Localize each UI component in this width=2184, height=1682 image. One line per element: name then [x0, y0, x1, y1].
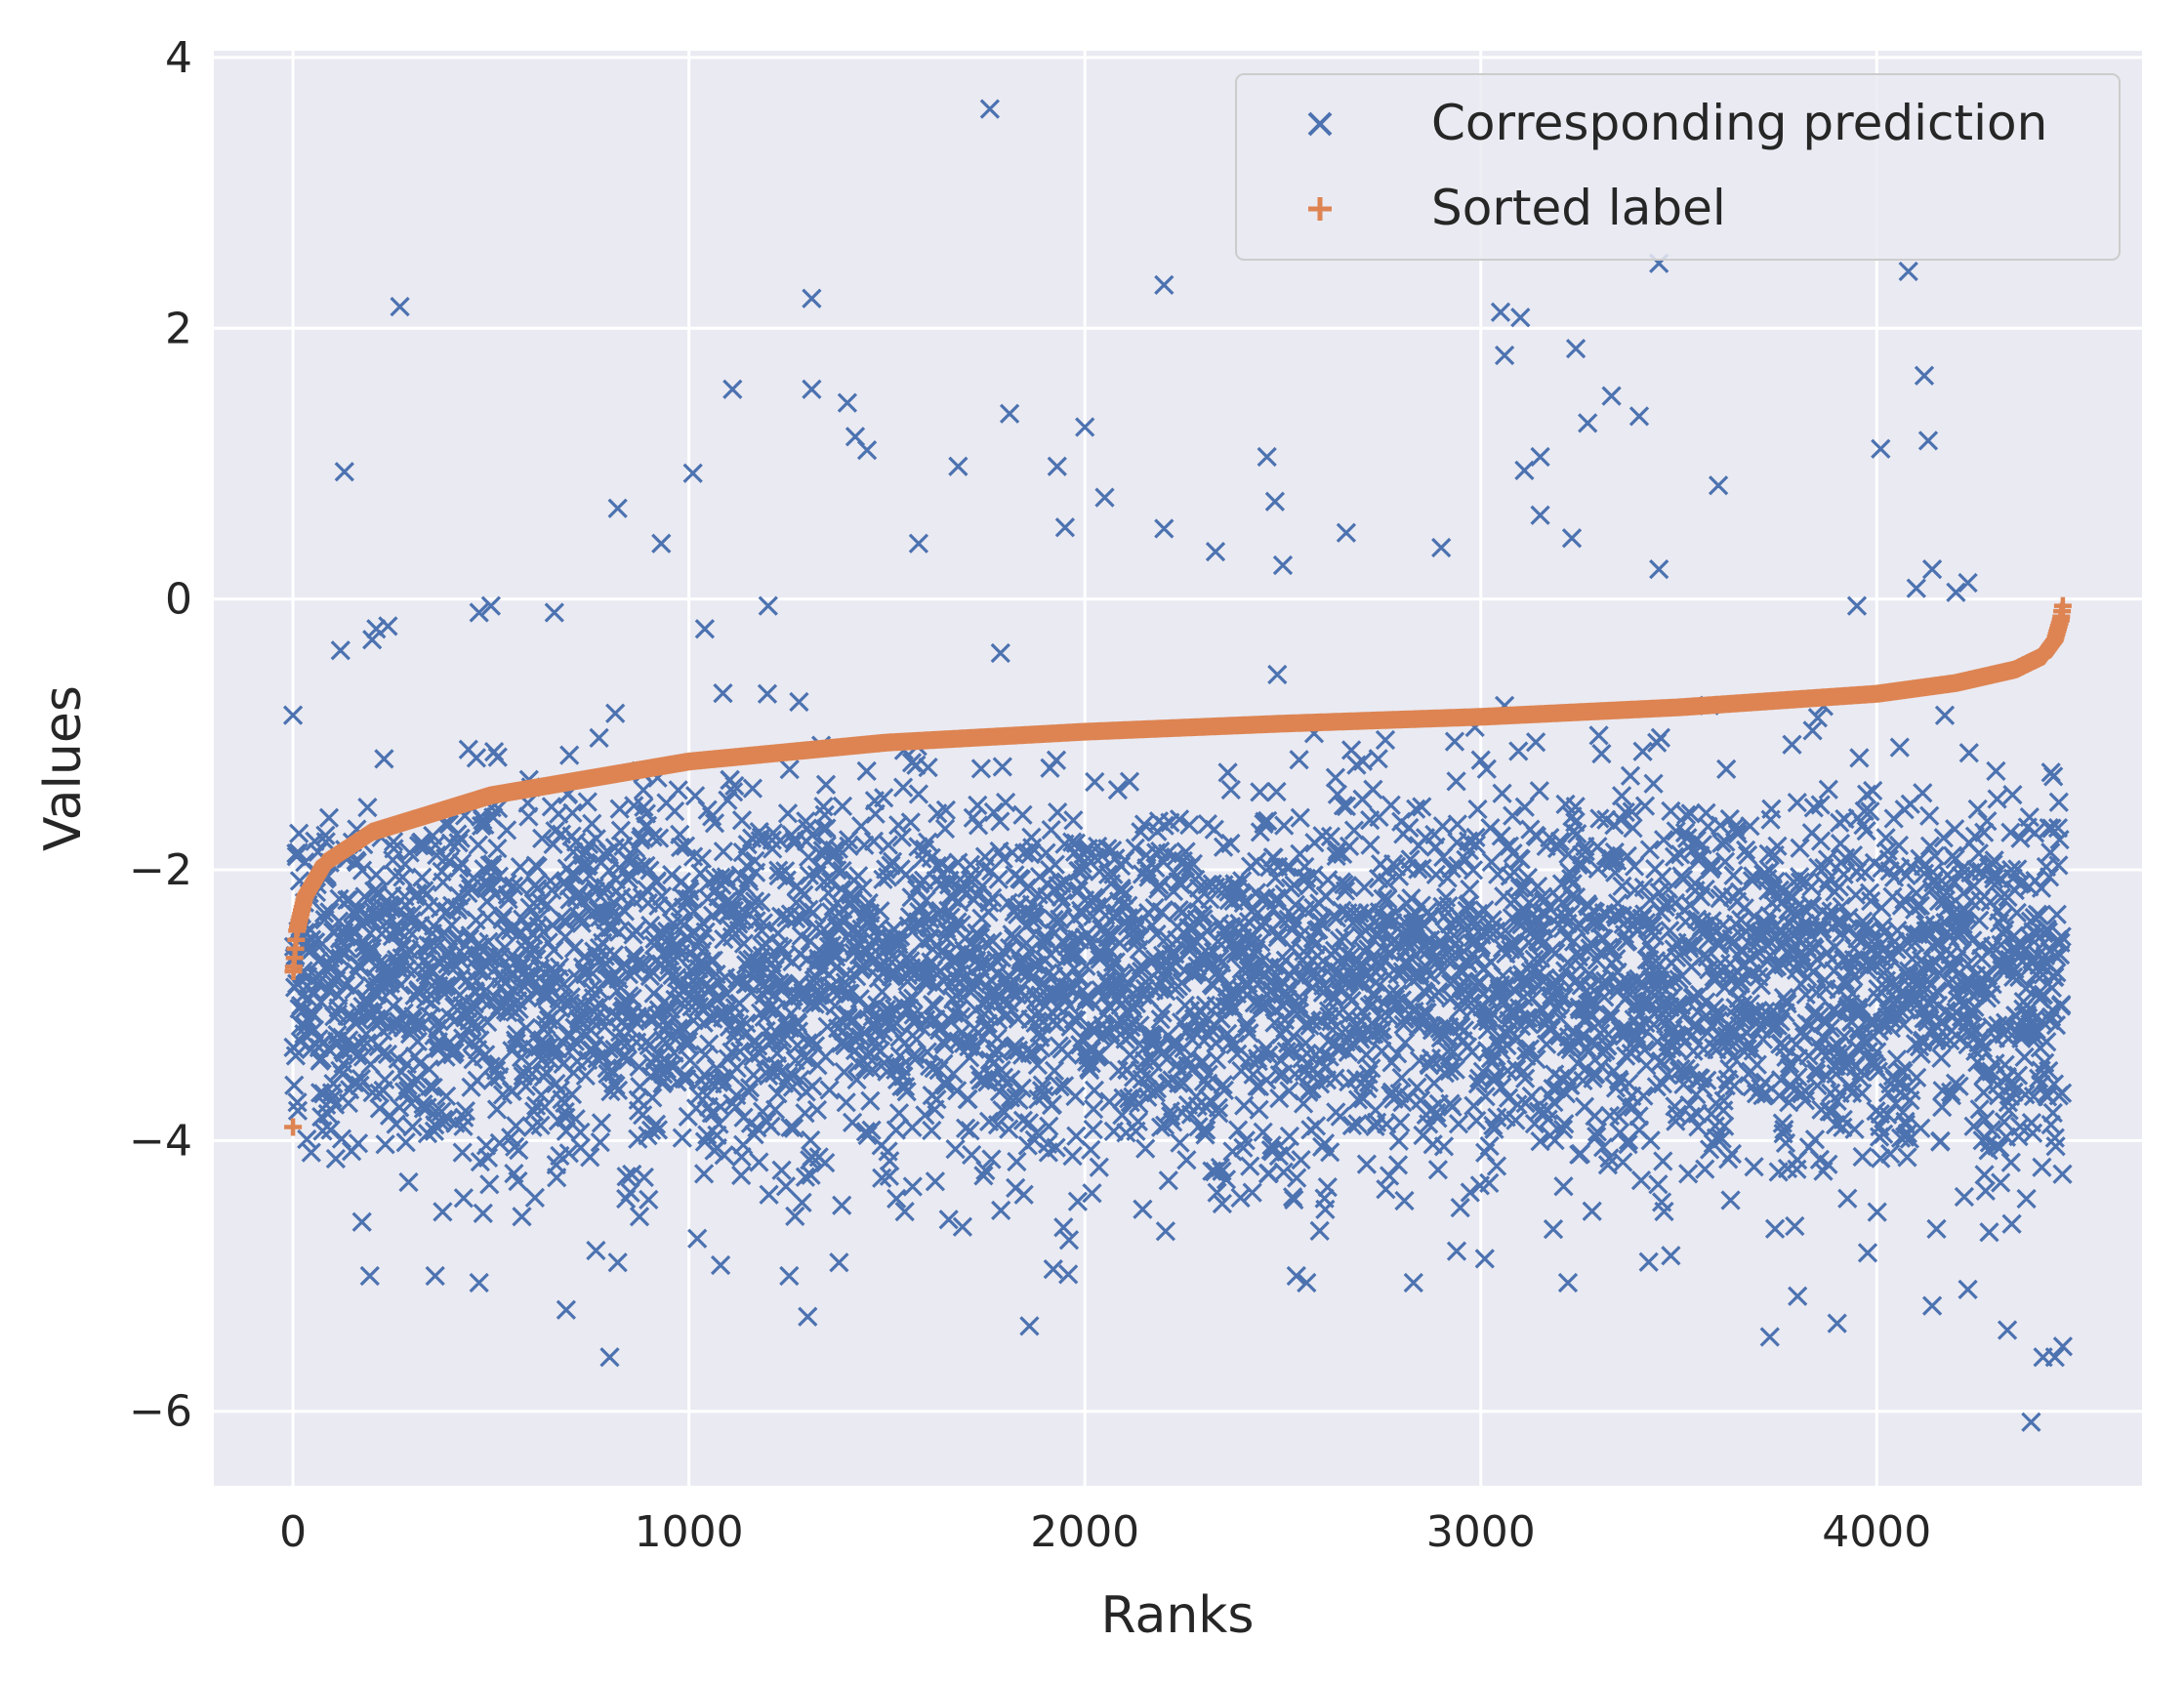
legend-plus-marker-icon: [1308, 197, 1332, 221]
legend-x-marker-icon: [1307, 111, 1333, 137]
prediction-series: [282, 99, 2074, 1432]
y-tick-label: 2: [165, 304, 192, 353]
x-tick-label: 0: [279, 1507, 307, 1557]
legend-x-marker: [1307, 111, 1333, 137]
x-tick-label: 1000: [635, 1507, 744, 1557]
y-tick-label: −2: [129, 845, 192, 895]
sorted-label-series: [284, 596, 2072, 1136]
legend-label-prediction: Corresponding prediction: [1431, 95, 2047, 151]
legend-label-sorted: Sorted label: [1431, 180, 1726, 236]
y-tick-label: −6: [129, 1387, 192, 1437]
plot-background: [214, 51, 2142, 1486]
prediction-x-markers: [282, 99, 2074, 1432]
legend-box: [1235, 73, 2121, 261]
x-tick-label: 2000: [1030, 1507, 1139, 1557]
x-tick-label: 3000: [1426, 1507, 1536, 1557]
y-tick-label: 0: [165, 575, 192, 625]
x-tick-labels: 0 1000 2000 3000 4000: [279, 1507, 1931, 1557]
y-axis-label: Values: [34, 685, 93, 851]
sorted-label-plus-markers: [284, 596, 2072, 1136]
x-tick-label: 4000: [1822, 1507, 1931, 1557]
y-tick-labels: −6 −4 −2 0 2 4: [129, 33, 192, 1437]
legend-plus-marker: [1308, 197, 1332, 221]
grid-lines: [214, 51, 2142, 1486]
legend: Corresponding prediction Sorted label: [1235, 73, 2121, 261]
x-axis-label: Ranks: [1100, 1586, 1254, 1645]
y-tick-label: −4: [129, 1116, 192, 1166]
y-tick-label: 4: [165, 33, 192, 83]
